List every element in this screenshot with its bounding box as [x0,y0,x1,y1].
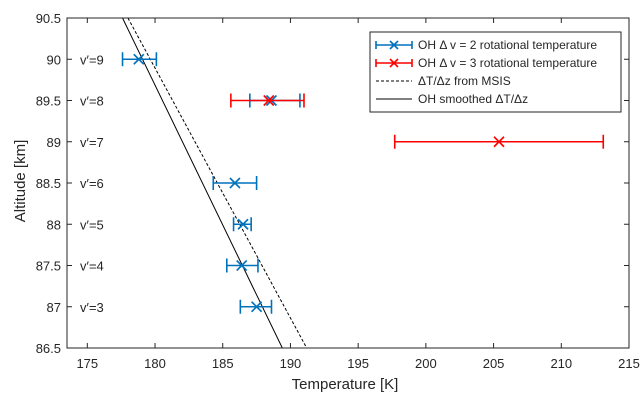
x-marker-stroke [251,301,263,313]
legend-label: OH smoothed ΔT/Δz [418,92,528,106]
x-marker-stroke [263,94,275,107]
y-tick-label: 89 [47,135,61,150]
y-tick-label: 88 [47,217,61,232]
x-axis-title: Temperature [K] [292,376,399,393]
vibrational-level-label: v′=8 [80,94,104,109]
x-marker-stroke [236,259,248,272]
plot-area: v′=9 v′=8 v′=7 v′=6 v′=5 v′=4 v′=3 [80,18,605,348]
y-tick-label: 87.5 [36,259,61,274]
y-tick-label: 89.5 [36,94,61,109]
vibrational-level-label: v′=7 [80,135,104,150]
y-tick-label: 87 [47,300,61,315]
legend-label: ΔT/Δz from MSIS [418,74,511,88]
legend-entry: OH Δ v = 3 rotational temperature [375,56,597,70]
axes: 175 180 185 190 195 200 205 210 215 86.5 87 87.5 88 8… [36,11,640,371]
x-tick-label: 195 [347,356,369,371]
errorbar-point [212,176,258,190]
legend-label: OH Δ v = 2 rotational temperature [418,38,597,52]
x-tick-label: 185 [212,356,234,371]
x-marker-stroke [229,177,241,189]
x-marker-stroke [493,136,505,148]
vibrational-level-label: v′=5 [80,217,104,232]
legend-entry: ΔT/Δz from MSIS [376,74,511,88]
x-marker-stroke [237,218,249,230]
errorbar-point [230,93,305,108]
x-tick-label: 210 [550,356,572,371]
y-tick-label: 90.5 [36,11,61,26]
legend-swatch-marker [389,40,399,50]
y-tick-label: 88.5 [36,176,61,191]
vibrational-level-label: v′=3 [80,300,104,315]
legend: OH Δ v = 2 rotational temperature OH Δ v … [369,31,622,113]
x-marker-stroke [133,53,145,65]
errorbar-point [232,217,252,232]
x-tick-label: 190 [280,356,302,371]
y-tick-label: 86.5 [36,341,61,356]
x-tick-label: 200 [415,356,437,371]
vibrational-level-label: v′=4 [80,259,104,274]
errorbar-point [121,52,158,67]
vibrational-level-label: v′=9 [80,52,104,67]
vibrational-level-label: v′=6 [80,176,104,191]
y-axis-title: Altitude [km] [12,140,29,223]
errorbar-point [225,258,259,273]
x-tick-label: 175 [76,356,98,371]
x-tick-label: 205 [483,356,505,371]
legend-entry: OH Δ v = 2 rotational temperature [375,38,597,52]
errorbar-point [239,299,273,314]
y-tick-label: 90 [47,52,61,67]
x-tick-label: 180 [144,356,166,371]
series-line-3 [122,18,283,348]
legend-entry: OH smoothed ΔT/Δz [376,92,528,106]
legend-label: OH Δ v = 3 rotational temperature [418,56,597,70]
x-tick-label: 215 [618,356,640,371]
errorbar-point [393,134,605,149]
legend-swatch-marker [389,58,399,68]
